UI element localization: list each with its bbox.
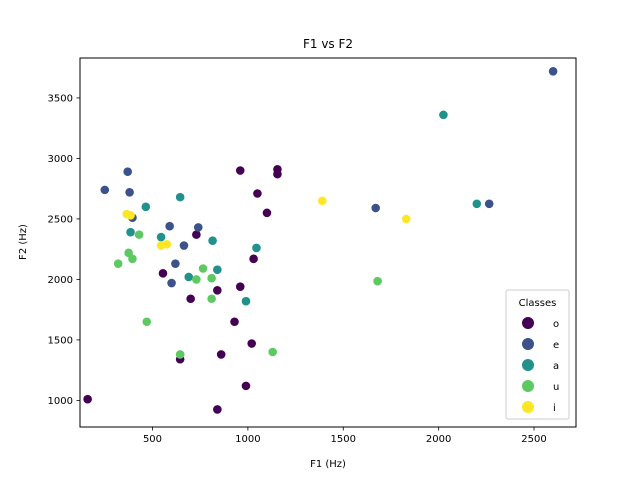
point-a: [208, 236, 217, 245]
point-a: [141, 202, 151, 212]
point-a: [241, 296, 251, 306]
point-o: [241, 381, 251, 391]
y-axis-label: F2 (Hz): [18, 224, 29, 260]
point-i: [162, 240, 172, 249]
point-e: [167, 278, 176, 288]
point-e: [171, 259, 180, 268]
point-u: [128, 254, 137, 264]
point-o: [247, 339, 256, 348]
legend-label-e: e: [553, 340, 559, 351]
point-u: [198, 264, 208, 273]
x-tick-label: 1000: [235, 434, 260, 445]
legend-label-o: o: [553, 319, 559, 330]
point-u: [207, 273, 216, 283]
point-e: [371, 203, 380, 213]
y-tick-label: 3500: [48, 93, 73, 104]
y-tick-label: 2500: [48, 214, 73, 225]
legend-marker-e: [522, 338, 534, 350]
point-o: [253, 189, 262, 198]
x-axis-label: F1 (Hz): [310, 459, 346, 470]
point-o: [213, 405, 222, 414]
point-e: [484, 199, 494, 209]
point-a: [175, 192, 185, 202]
x-tick-label: 1500: [331, 434, 356, 445]
point-u: [268, 347, 277, 357]
point-o: [216, 350, 226, 359]
x-tick-label: 2000: [426, 434, 451, 445]
y-tick-label: 3000: [48, 154, 73, 165]
point-o: [192, 230, 201, 239]
point-u: [113, 259, 123, 268]
point-i: [317, 196, 327, 206]
y-tick-label: 1000: [48, 396, 73, 407]
point-e: [165, 221, 174, 231]
point-o: [186, 294, 195, 304]
y-tick-label: 2000: [48, 275, 73, 286]
point-a: [156, 232, 166, 242]
point-e: [548, 67, 558, 76]
point-o: [213, 285, 222, 295]
point-o: [83, 394, 92, 404]
point-u: [207, 294, 216, 304]
legend-title: Classes: [519, 298, 557, 309]
point-o: [230, 317, 239, 327]
point-u: [134, 230, 144, 239]
point-o: [273, 169, 282, 179]
point-e: [125, 187, 134, 197]
y-axis-ticks: 1000 1500 2000 2500 3000 3500: [48, 93, 80, 407]
point-e: [193, 223, 203, 232]
point-o: [235, 282, 245, 291]
point-e: [179, 241, 189, 250]
point-a: [184, 272, 194, 282]
legend-marker-u: [522, 380, 534, 392]
x-axis-ticks: 500 1000 1500 2000 2500: [143, 427, 547, 445]
point-a: [439, 110, 448, 120]
data-points: [83, 67, 558, 414]
legend-marker-o: [522, 317, 534, 329]
point-a: [252, 243, 261, 253]
point-a: [213, 265, 222, 275]
x-tick-label: 500: [143, 434, 162, 445]
point-u: [192, 275, 201, 284]
legend-marker-a: [522, 359, 534, 371]
point-u: [175, 350, 185, 359]
point-i: [401, 214, 411, 224]
point-u: [142, 317, 152, 327]
plot-frame: [79, 57, 577, 428]
point-o: [158, 269, 168, 278]
point-a: [126, 227, 135, 237]
legend-label-i: i: [553, 403, 556, 414]
chart-title: F1 vs F2: [303, 37, 353, 51]
point-e: [100, 185, 110, 195]
x-tick-label: 2500: [521, 434, 546, 445]
point-o: [262, 208, 272, 218]
point-e: [123, 167, 132, 177]
point-u: [373, 276, 382, 286]
legend-label-a: a: [553, 361, 559, 372]
legend-label-u: u: [553, 382, 559, 393]
legend-box: [505, 289, 570, 420]
point-a: [472, 199, 482, 209]
point-o: [235, 166, 245, 175]
y-tick-label: 1500: [48, 335, 73, 346]
legend-marker-i: [522, 401, 534, 413]
point-o: [249, 254, 258, 264]
point-i: [126, 210, 135, 220]
